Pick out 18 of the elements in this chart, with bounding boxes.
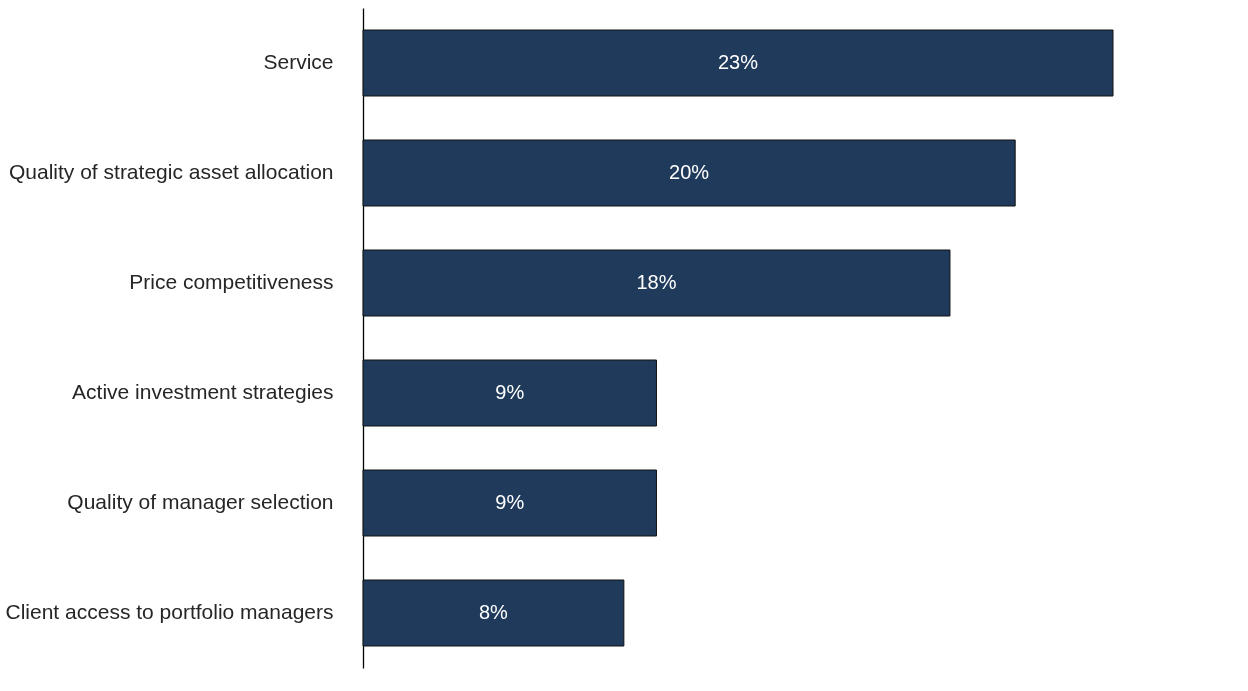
bar <box>362 139 1016 207</box>
bar <box>362 469 657 537</box>
data-label: 9% <box>495 381 525 403</box>
data-label: 8% <box>478 601 509 623</box>
y-tick-label: Active investment strategies <box>72 380 334 403</box>
y-tick-label: Price competitiveness <box>129 270 334 293</box>
bar <box>362 359 657 427</box>
data-label: 20% <box>669 161 710 183</box>
data-label: 18% <box>636 271 677 293</box>
data-label: 23% <box>717 51 759 73</box>
data-label: 9% <box>495 491 525 513</box>
y-tick-label: Client access to portfolio managers <box>5 600 334 623</box>
y-tick-label: Quality of manager selection <box>67 490 334 513</box>
bar <box>362 249 951 317</box>
bar <box>362 29 1114 97</box>
bar <box>362 579 625 647</box>
y-tick-label: Quality of strategic asset allocation <box>9 160 334 183</box>
y-tick-label: Service <box>263 50 334 73</box>
